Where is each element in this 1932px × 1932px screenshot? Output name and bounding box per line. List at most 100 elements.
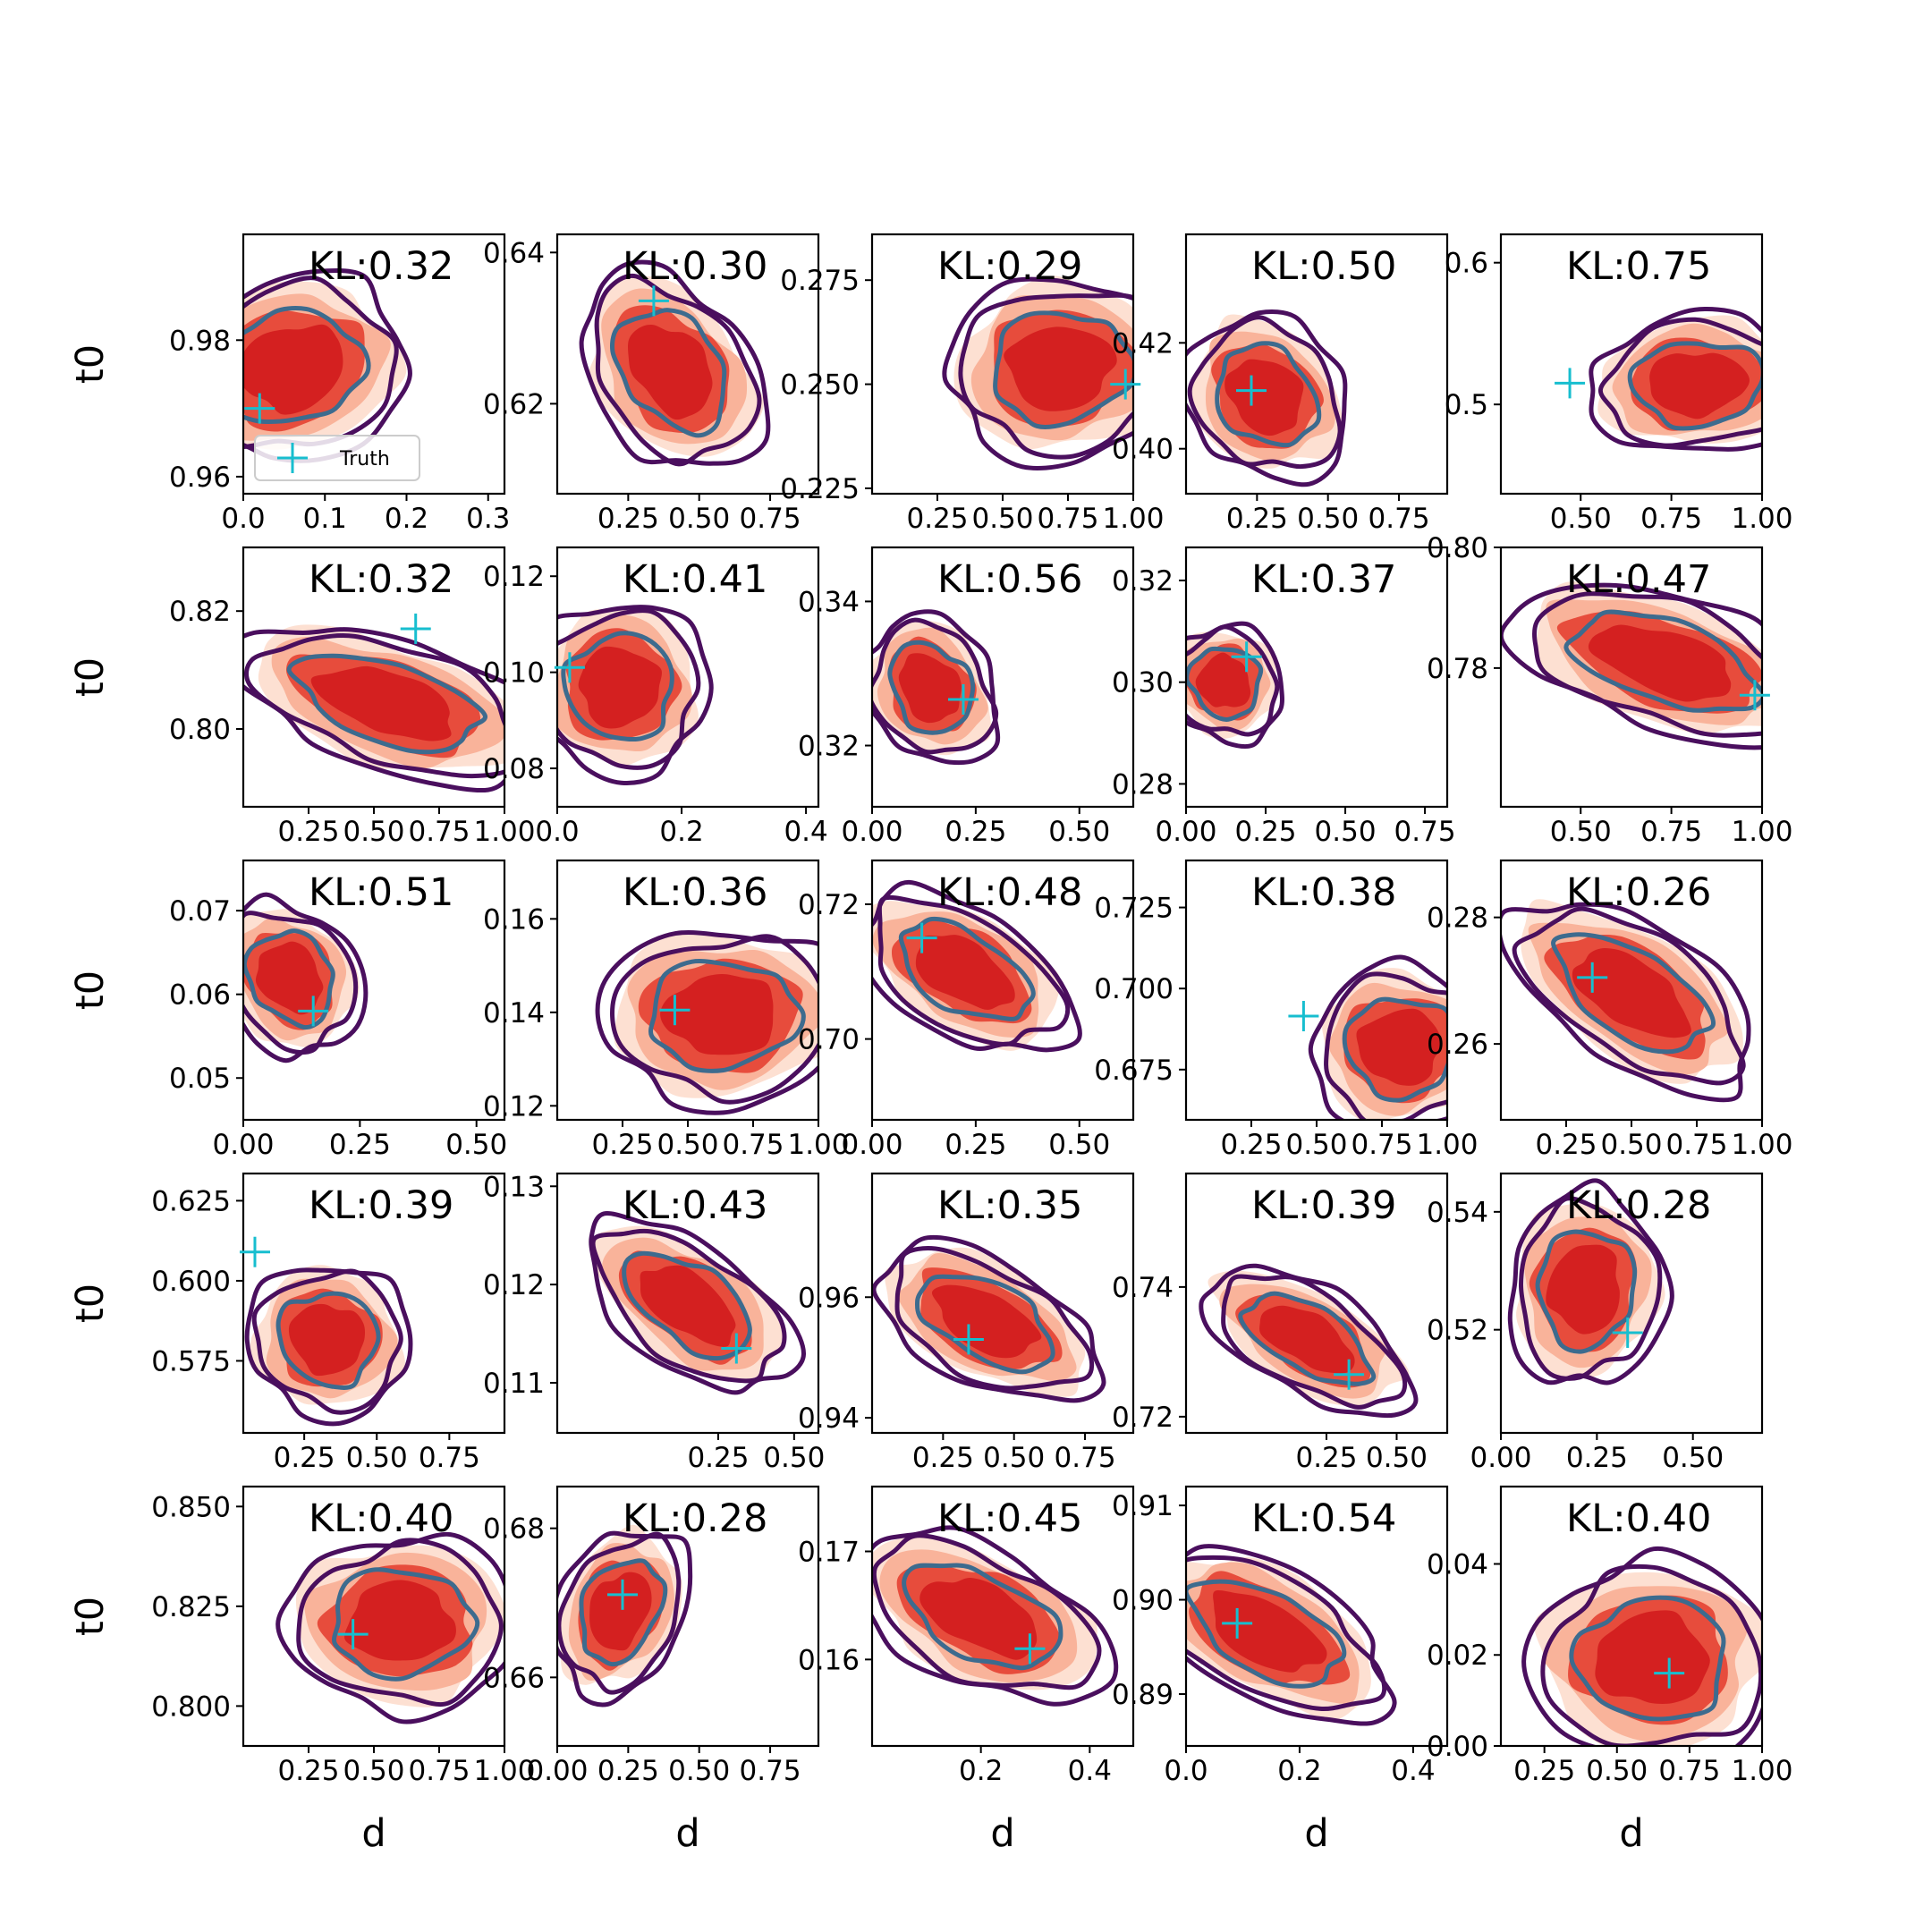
- outer-contour-95: [1589, 307, 1762, 452]
- outer-contour-90: [1186, 624, 1280, 737]
- outer-contour-95: [1521, 1546, 1762, 1746]
- x-tick-label: 0.4: [1391, 1755, 1435, 1787]
- posterior-density: [872, 1234, 1106, 1403]
- x-tick-label: 0.75: [1640, 503, 1702, 535]
- truth-marker: [1222, 1607, 1253, 1639]
- outer-contour-90: [1518, 1196, 1663, 1381]
- truth-marker: [1555, 368, 1586, 399]
- y-tick-label: 0.08: [483, 753, 545, 785]
- y-tick-label: 0.5: [1445, 389, 1488, 421]
- x-tick-label: 0.25: [274, 1442, 335, 1474]
- y-tick-label: 0.07: [169, 895, 231, 928]
- outer-contour-95: [1186, 1544, 1397, 1726]
- outer-contour-95: [1186, 621, 1284, 750]
- axes-frame: [870, 546, 1135, 809]
- x-axis-label: d: [990, 1811, 1014, 1856]
- x-tick-label: 0.25: [1513, 1755, 1575, 1787]
- x-tick-label: 0.50: [1048, 816, 1110, 848]
- y-tick-label: 0.02: [1427, 1640, 1488, 1672]
- outer-contour-90: [1186, 1555, 1387, 1712]
- y-tick-label: 0.11: [483, 1368, 545, 1400]
- axes-frame: [1184, 1485, 1449, 1748]
- x-tick-label: 0.25: [329, 1129, 391, 1161]
- axes-frame: [870, 1485, 1135, 1748]
- outer-contour-90: [243, 633, 504, 779]
- x-tick-label: 0.50: [1048, 1129, 1110, 1161]
- kl-divergence-label: KL:0.29: [937, 244, 1082, 289]
- outer-contour-90: [1540, 1563, 1762, 1746]
- x-tick-label: 0.50: [1285, 1129, 1347, 1161]
- truth-marker: [953, 1324, 984, 1355]
- y-tick-label: 0.74: [1112, 1272, 1174, 1304]
- panel-r4-c2: 0.2 0.4 0.16 0.17 KL:0.45 d: [798, 1485, 1135, 1856]
- x-axis-label: d: [361, 1811, 386, 1856]
- y-tick-label: 0.700: [1094, 973, 1174, 1005]
- x-tick-label: 0.75: [408, 816, 470, 848]
- density-fill-level-4: [310, 665, 452, 741]
- kl-divergence-label: KL:0.35: [937, 1183, 1082, 1228]
- posterior-density: [557, 605, 714, 785]
- y-tick-label: 0.52: [1427, 1315, 1488, 1347]
- x-tick-label: 0.75: [722, 1129, 784, 1161]
- truth-marker: [1654, 1657, 1685, 1689]
- outer-contour-90: [243, 911, 359, 1055]
- kl-divergence-label: KL:0.43: [623, 1183, 767, 1228]
- axes-frame: [555, 546, 820, 809]
- outer-contour-95: [872, 879, 1082, 1053]
- y-tick-label: 0.80: [1427, 532, 1488, 564]
- inner-contour-50: [622, 1250, 752, 1361]
- x-tick-label: 1.00: [1731, 1755, 1792, 1787]
- x-tick-label: 0.2: [385, 503, 428, 535]
- outer-contour-95: [1501, 902, 1751, 1103]
- x-tick-label: 0.0: [1164, 1755, 1208, 1787]
- kl-divergence-label: KL:0.54: [1251, 1496, 1396, 1541]
- kl-divergence-label: KL:0.47: [1566, 557, 1711, 602]
- outer-contour-90: [1221, 1274, 1408, 1410]
- posterior-density: [1501, 581, 1762, 750]
- y-axis-label: t0: [68, 657, 113, 697]
- x-tick-label: 0.25: [945, 1129, 1006, 1161]
- x-tick-label: 0.4: [784, 816, 827, 848]
- x-tick-label: 0.25: [945, 816, 1006, 848]
- inner-contour-50: [1569, 1595, 1726, 1722]
- y-tick-label: 0.600: [151, 1266, 231, 1298]
- kl-divergence-label: KL:0.36: [623, 870, 767, 915]
- truth-marker: [1334, 1359, 1365, 1390]
- density-fill-level-4: [578, 646, 662, 729]
- y-tick-label: 0.32: [798, 731, 860, 763]
- posterior-density: [595, 929, 818, 1115]
- posterior-density: [1501, 899, 1751, 1103]
- truth-marker: [1612, 1317, 1643, 1348]
- x-tick-label: 0.50: [657, 1129, 718, 1161]
- x-tick-label: 0.75: [1055, 1442, 1116, 1474]
- panel-r2-c3: 0.25 0.50 0.75 1.00 0.675 0.700 0.725 KL:0.38: [1094, 859, 1479, 1161]
- truth-marker: [659, 995, 691, 1026]
- outer-contour-95: [872, 1234, 1106, 1403]
- density-fill-level-4: [1588, 624, 1732, 702]
- axes-frame: [242, 1172, 506, 1435]
- outer-contour-95: [557, 1530, 693, 1707]
- panel-r0-c3: 0.25 0.50 0.75 0.40 0.42 KL:0.50: [1112, 233, 1449, 535]
- outer-contour-95: [872, 609, 1001, 766]
- x-tick-label: 0.25: [687, 1442, 749, 1474]
- x-tick-label: 0.25: [277, 816, 339, 848]
- truth-marker: [947, 683, 979, 715]
- x-tick-label: 0.25: [597, 503, 659, 535]
- y-tick-label: 0.04: [1427, 1548, 1488, 1580]
- y-tick-label: 0.54: [1427, 1197, 1488, 1229]
- kl-divergence-label: KL:0.48: [937, 870, 1082, 915]
- x-tick-label: 1.00: [787, 1129, 849, 1161]
- y-tick-label: 0.05: [169, 1063, 231, 1095]
- x-tick-label: 0.75: [419, 1442, 480, 1474]
- posterior-density: [1589, 307, 1762, 452]
- kl-divergence-label: KL:0.28: [1566, 1183, 1711, 1228]
- y-tick-label: 0.82: [169, 596, 231, 628]
- x-tick-label: 0.25: [1535, 1129, 1597, 1161]
- y-tick-label: 0.30: [1112, 667, 1174, 699]
- y-axis-label: t0: [68, 1284, 113, 1323]
- x-tick-label: 0.50: [1315, 816, 1377, 848]
- x-tick-label: 0.50: [343, 816, 404, 848]
- truth-marker: [1577, 962, 1608, 993]
- x-tick-label: 0.00: [1155, 816, 1216, 848]
